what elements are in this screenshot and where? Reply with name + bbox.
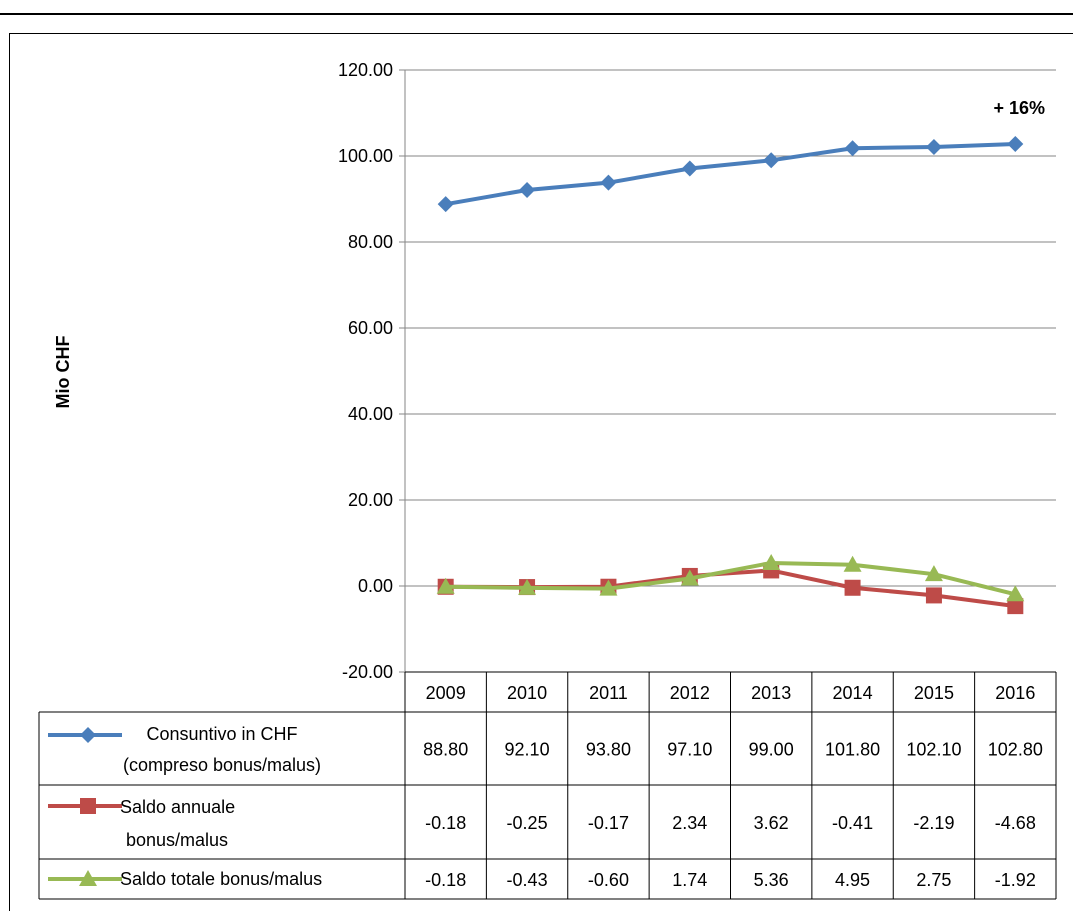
y-tick-label: 100.00 [338, 146, 393, 166]
data-label: 102.10 [906, 740, 961, 760]
data-point-diamond [1007, 135, 1024, 152]
series [436, 553, 1025, 602]
top-rule [0, 13, 1073, 15]
x-tick-label: 2012 [670, 683, 710, 703]
data-label: -1.92 [995, 870, 1036, 890]
data-label: 97.10 [667, 740, 712, 760]
legend-key-triangle [79, 870, 97, 886]
legend-label: Consuntivo in CHF [146, 724, 297, 744]
plot-area [436, 135, 1025, 615]
data-point-diamond [681, 160, 698, 177]
data-label: 92.10 [505, 740, 550, 760]
data-label: 93.80 [586, 740, 631, 760]
x-tick-label: 2009 [426, 683, 466, 703]
data-label: 88.80 [423, 740, 468, 760]
x-tick-label: 2015 [914, 683, 954, 703]
legend-key-diamond [80, 727, 96, 743]
y-tick-label: 20.00 [348, 490, 393, 510]
data-table: 2009 2010 2011 2012 2013 2014 2015 2016 Consunti… [38, 671, 1057, 900]
data-point-square [925, 587, 942, 604]
y-tick-label: -20.00 [342, 662, 393, 682]
data-point-diamond [925, 138, 942, 155]
data-point-diamond [437, 196, 454, 213]
data-point-square [1007, 598, 1024, 615]
legend-key-square [80, 798, 96, 814]
series [437, 135, 1024, 213]
data-point-triangle [436, 577, 455, 594]
legend-label: bonus/malus [126, 830, 228, 850]
data-point-triangle [680, 569, 699, 586]
data-point-square [844, 579, 861, 596]
data-point-triangle [762, 553, 781, 570]
data-label: 2.75 [916, 870, 951, 890]
data-point-diamond [763, 152, 780, 169]
x-tick-label: 2014 [833, 683, 873, 703]
data-point-triangle [924, 565, 943, 582]
data-label: -0.18 [425, 813, 466, 833]
data-label: -2.19 [913, 813, 954, 833]
data-label: -0.60 [588, 870, 629, 890]
data-point-diamond [519, 181, 536, 198]
y-axis-label: Mio CHF [53, 336, 73, 409]
data-point-diamond [844, 140, 861, 157]
data-label: 4.95 [835, 870, 870, 890]
data-point-triangle [843, 555, 862, 572]
y-tick-label: 80.00 [348, 232, 393, 252]
series-line [445, 560, 1016, 597]
data-label: 5.36 [754, 870, 789, 890]
data-point-triangle [599, 579, 618, 596]
legend-label: Saldo annuale [120, 797, 235, 817]
x-tick-label: 2010 [507, 683, 547, 703]
y-tick-label: 0.00 [358, 576, 393, 596]
data-label: -0.25 [507, 813, 548, 833]
data-label: -0.43 [507, 870, 548, 890]
x-tick-label: 2011 [589, 683, 628, 703]
data-label: 3.62 [754, 813, 789, 833]
data-point-triangle [518, 578, 537, 595]
x-tick-label: 2013 [751, 683, 791, 703]
annotation-percent: + 16% [993, 98, 1045, 118]
data-label: 1.74 [672, 870, 707, 890]
data-point-diamond [600, 174, 617, 191]
series-line [445, 141, 1016, 207]
data-label: -0.17 [588, 813, 629, 833]
data-label: 2.34 [672, 813, 707, 833]
data-point-triangle [1006, 585, 1025, 602]
data-label: 102.80 [988, 740, 1043, 760]
legend-label: Saldo totale bonus/malus [120, 869, 322, 889]
data-label: -0.41 [832, 813, 873, 833]
data-label: -4.68 [995, 813, 1036, 833]
y-tick-label: 120.00 [338, 60, 393, 80]
data-label: 99.00 [749, 740, 794, 760]
legend-label: (compreso bonus/malus) [123, 755, 321, 775]
chart-frame [9, 33, 1073, 911]
data-label: -0.18 [425, 870, 466, 890]
data-label: 101.80 [825, 740, 880, 760]
y-axis: -20.00 0.00 20.00 40.00 60.00 80.00 100.00 120.… [338, 60, 406, 682]
y-tick-label: 40.00 [348, 404, 393, 424]
y-tick-label: 60.00 [348, 318, 393, 338]
x-tick-label: 2016 [995, 683, 1035, 703]
